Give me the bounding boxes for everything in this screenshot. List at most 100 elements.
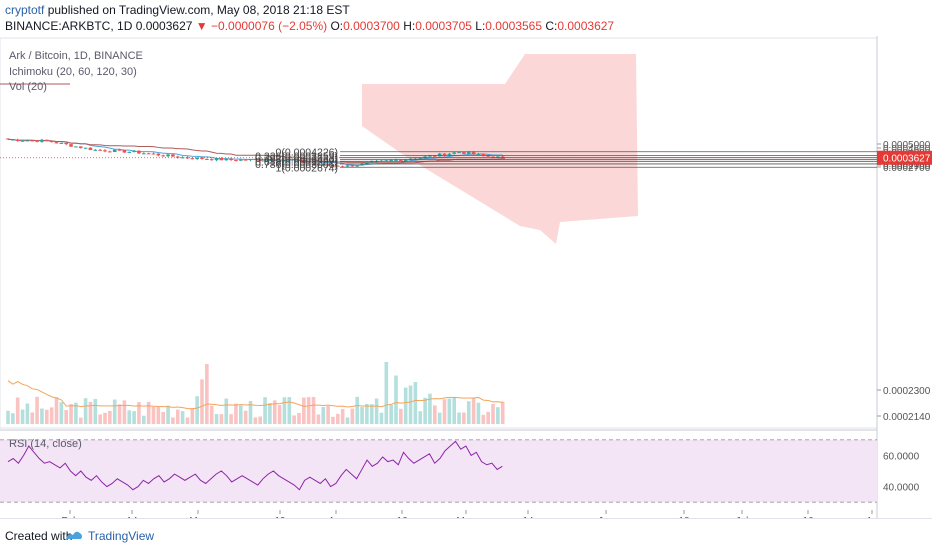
volume-bar [360,407,364,424]
volume-bar [481,414,486,424]
candle [277,160,282,162]
volume-bar [268,403,272,424]
volume-bar [180,411,185,424]
x-axis-label: Mar [189,516,207,518]
candle [331,165,335,167]
volume-bar [108,410,112,424]
volume-bar [195,396,199,424]
volume-bar [20,409,25,424]
volume-bar [403,387,408,424]
candle [297,159,301,162]
candle [137,150,141,155]
volume-bar [258,416,262,424]
volume-bar [340,409,345,424]
volume-bar [93,398,98,424]
volume-bar [365,403,369,424]
candle [122,149,127,153]
y-axis-label: 0.0005000 [883,140,931,151]
volume-bar [112,399,117,424]
candle [151,152,156,155]
footer: Created with TradingView [0,518,932,551]
volume-bar [263,397,267,424]
grid [0,36,878,518]
candle [93,148,98,151]
volume-bar [30,412,35,424]
volume-bar [185,417,190,424]
candle [6,138,10,140]
volume-bar [175,409,180,424]
volume-bar [69,404,73,424]
candle [263,159,267,162]
candle [219,157,224,161]
volume-bar [384,362,389,424]
ichimoku-legend: Ichimoku (20, 60, 120, 30) [9,66,137,78]
volume-bar [142,415,146,424]
author-link[interactable]: cryptotf [5,3,45,17]
fib-level-label: 0(0.0004226) [276,147,338,159]
x-axis-label: 19 [274,516,286,518]
volume-bar [78,417,83,424]
close-value: 0.0003627 [557,19,615,33]
volume-bar [331,416,335,424]
volume-bar [369,404,374,424]
candle [40,138,44,143]
volume-bar [389,404,393,424]
candle [214,157,219,162]
last-price: 0.0003627 [135,19,193,33]
x-axis-label: Apr [328,516,344,518]
volume-bar [88,401,93,424]
candle [282,159,287,162]
volume-bar [166,405,170,424]
chart-canvas[interactable]: 0(0.0004226)0.236(0.0003859)0.382(0.0003… [0,36,932,518]
candle [209,158,214,161]
candle [195,157,199,161]
volume-bars [6,362,505,424]
volume-bar [302,397,306,424]
x-axis-label: 14 [522,516,534,518]
candle [302,159,306,164]
candle [142,152,146,155]
volume-bar [49,407,54,424]
publish-line: cryptotf published on TradingView.com, M… [5,3,350,17]
candle [268,158,272,161]
volume-bar [214,414,219,424]
volume-bar [209,405,214,424]
volume-bar [15,397,20,424]
candle [108,150,112,153]
high-label: H: [403,19,416,33]
candle [200,156,204,160]
volume-bar [156,406,161,424]
close-label: C: [545,19,558,33]
x-axis-label: 14 [126,516,138,518]
volume-bar [336,413,340,424]
candle [117,148,122,151]
volume-bar [437,412,442,424]
volume-bar [471,397,476,424]
candle [326,164,330,166]
tradingview-link[interactable]: TradingView [88,529,155,543]
low-label: L: [475,19,486,33]
volume-bar [355,396,359,424]
volume-bar [306,397,311,424]
candle [292,158,296,161]
volume-bar [35,396,39,424]
symbol-legend: Ark / Bitcoin, 1D, BINANCE [9,50,143,62]
volume-bar [45,409,49,424]
candle [45,139,49,142]
candle [462,151,466,155]
candle [336,165,340,167]
volume-bar [171,417,175,424]
candle [64,142,68,146]
volume-bar [282,397,287,424]
fib-level-label: 0.382(0.0003633) [255,153,338,165]
x-axis-label: May [457,516,476,518]
fib-level-label: 0.618(0.0003267) [255,156,338,168]
volume-bar [98,414,102,424]
fib-level-label: 0.236(0.0003859) [255,150,338,162]
tradingview-logo-icon [66,531,82,539]
volume-bar [345,417,350,424]
volume-bar [496,407,500,424]
candle [171,153,175,158]
x-axis-label: 16 [396,516,408,518]
candle [35,140,39,143]
